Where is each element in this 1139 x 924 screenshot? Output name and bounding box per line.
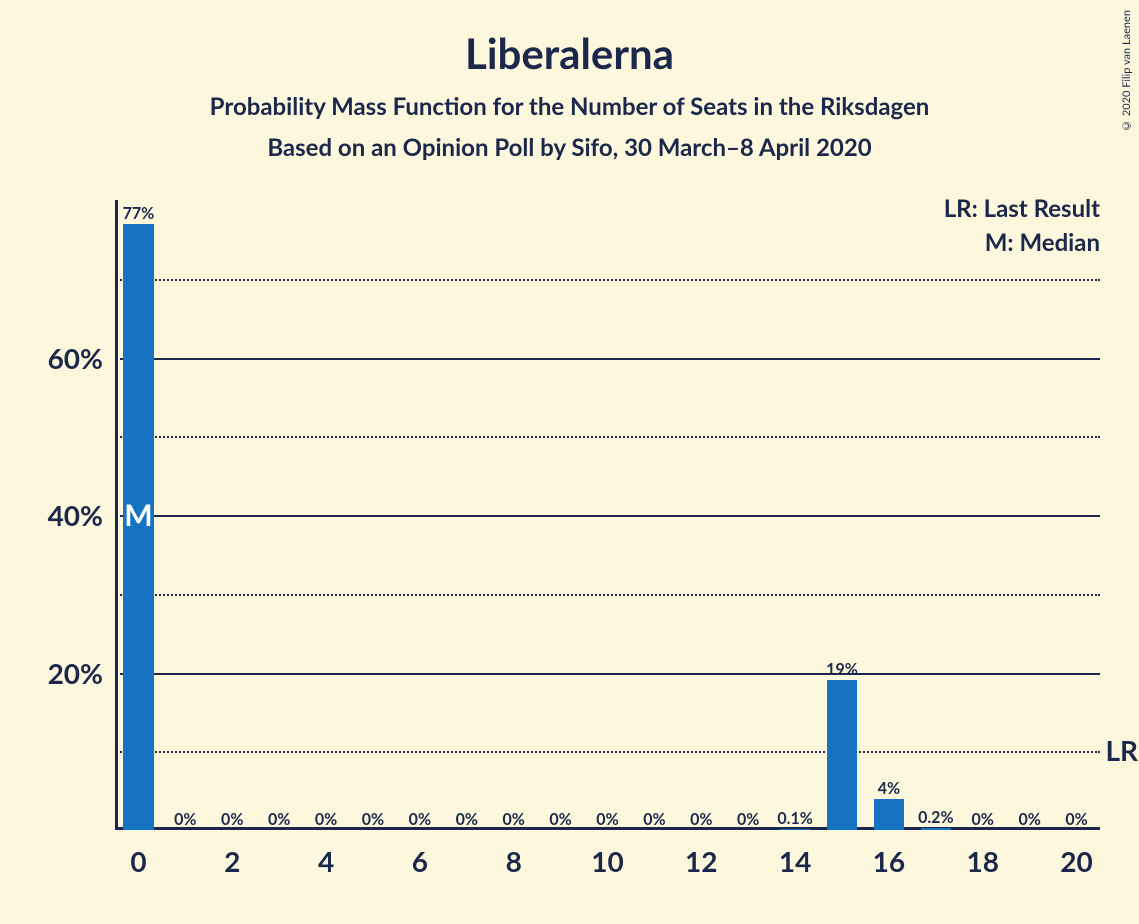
grid-major <box>120 515 1100 517</box>
grid-minor <box>120 751 1100 753</box>
x-tick-label: 14 <box>779 830 811 878</box>
bar-value-label: 0% <box>221 810 243 829</box>
x-tick-label: 20 <box>1060 830 1092 878</box>
bar-value-label: 0.1% <box>777 809 812 828</box>
x-tick-label: 2 <box>224 830 240 878</box>
x-tick-label: 4 <box>318 830 334 878</box>
y-tick-label: 40% <box>48 498 115 532</box>
bar-value-label: 0% <box>596 810 618 829</box>
y-tick-label: 60% <box>48 341 115 375</box>
bar-value-label: 4% <box>878 779 900 798</box>
x-tick-label: 8 <box>506 830 522 878</box>
x-tick-label: 0 <box>130 830 146 878</box>
bar-value-label: 0% <box>174 810 196 829</box>
bar <box>921 828 951 830</box>
bar-value-label: 0% <box>362 810 384 829</box>
bar-value-label: 77% <box>123 204 155 223</box>
bar-value-label: 0% <box>1065 810 1087 829</box>
chart-area: 20%40%60%0246810121416182077%0%0%0%0%0%0… <box>115 200 1100 830</box>
x-tick-label: 18 <box>966 830 998 878</box>
chart-subtitle-1: Probability Mass Function for the Number… <box>0 78 1139 121</box>
x-tick-label: 10 <box>591 830 623 878</box>
bar-value-label: 19% <box>826 660 858 679</box>
y-tick-label: 20% <box>48 656 115 690</box>
grid-minor <box>120 279 1100 281</box>
bar-value-label: 0% <box>315 810 337 829</box>
chart-subtitle-2: Based on an Opinion Poll by Sifo, 30 Mar… <box>0 121 1139 162</box>
x-tick-label: 16 <box>873 830 905 878</box>
chart-title: Liberalerna <box>0 0 1139 78</box>
bar-value-label: 0% <box>502 810 524 829</box>
bar <box>874 799 904 831</box>
bar-value-label: 0% <box>268 810 290 829</box>
bar-value-label: 0% <box>972 810 994 829</box>
grid-major <box>120 673 1100 675</box>
last-result-marker: LR <box>1105 733 1138 767</box>
legend-median: M: Median <box>985 228 1100 257</box>
copyright-text: © 2020 Filip van Laenen <box>1120 10 1133 132</box>
median-marker: M <box>124 497 152 533</box>
grid-minor <box>120 594 1100 596</box>
x-tick-label: 12 <box>685 830 717 878</box>
bar-value-label: 0% <box>549 810 571 829</box>
bar <box>780 829 810 830</box>
x-tick-label: 6 <box>412 830 428 878</box>
bar <box>827 680 857 830</box>
bar-value-label: 0% <box>1018 810 1040 829</box>
bar-value-label: 0% <box>737 810 759 829</box>
bar-value-label: 0% <box>690 810 712 829</box>
plot-area: 20%40%60%0246810121416182077%0%0%0%0%0%0… <box>115 200 1100 830</box>
bar-value-label: 0% <box>643 810 665 829</box>
grid-minor <box>120 436 1100 438</box>
bar-value-label: 0% <box>456 810 478 829</box>
y-axis <box>115 200 118 830</box>
legend-last-result: LR: Last Result <box>944 194 1100 223</box>
bar-value-label: 0.2% <box>918 808 953 827</box>
grid-major <box>120 358 1100 360</box>
bar-value-label: 0% <box>409 810 431 829</box>
